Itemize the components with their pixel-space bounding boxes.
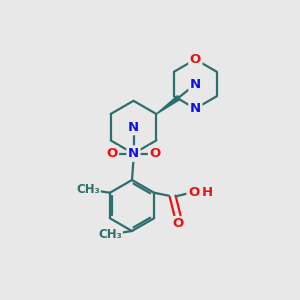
- Text: N: N: [190, 77, 201, 91]
- Text: N: N: [190, 102, 201, 115]
- Text: O: O: [106, 147, 118, 160]
- Polygon shape: [156, 96, 180, 114]
- Text: O: O: [172, 218, 184, 230]
- Text: N: N: [128, 147, 139, 160]
- Text: O: O: [188, 186, 199, 199]
- Text: O: O: [149, 147, 161, 160]
- Text: N: N: [128, 121, 139, 134]
- Text: CH₃: CH₃: [98, 228, 122, 241]
- Text: H: H: [202, 186, 213, 199]
- Text: O: O: [190, 53, 201, 66]
- Text: S: S: [129, 147, 138, 160]
- Text: CH₃: CH₃: [76, 183, 100, 196]
